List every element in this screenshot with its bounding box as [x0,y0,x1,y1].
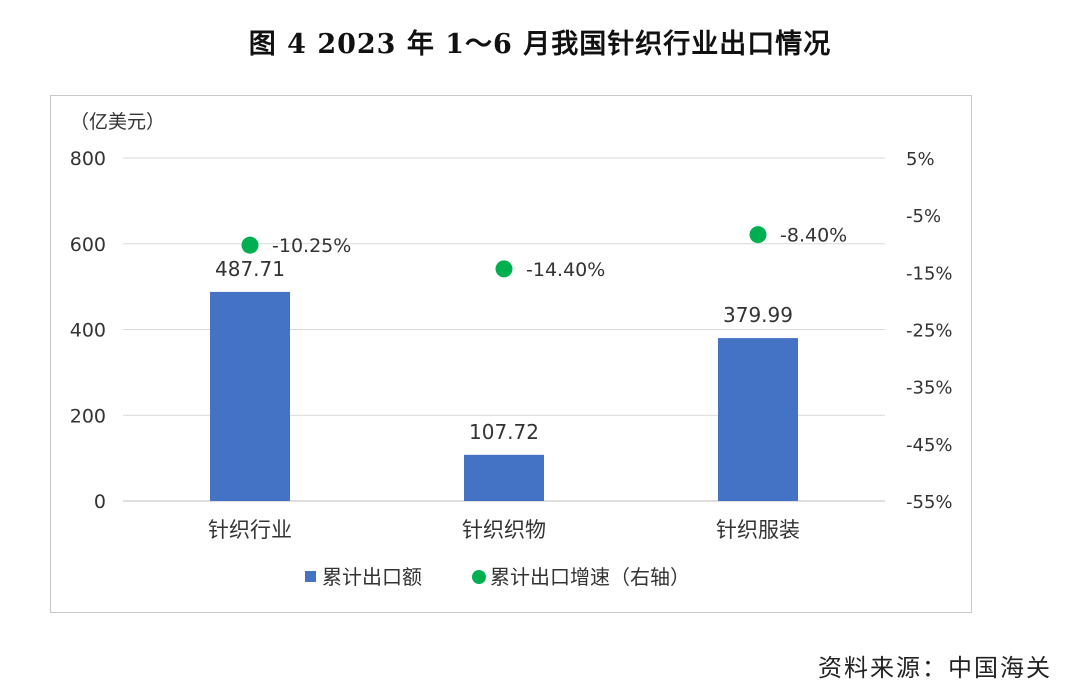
right-axis-tick-label: -35% [906,378,953,399]
bar [718,338,798,501]
legend-point-label: 累计出口增速（右轴） [490,565,690,589]
left-axis-tick-label: 200 [70,405,106,427]
left-axis-tick-label: 800 [70,148,106,170]
legend-bar-label: 累计出口额 [322,565,422,589]
category-labels: 针织行业 针织织物 针织服装 [208,518,800,542]
growth-point [749,226,767,244]
chart-title: 图 4 2023 年 1～6 月我国针织行业出口情况 [248,29,832,60]
left-axis-unit-label: （亿美元） [70,111,165,133]
bar-series [210,291,798,501]
legend-point-swatch [472,570,486,584]
left-axis-tick-label: 600 [70,234,106,256]
legend-bar-swatch [305,571,316,582]
growth-data-label: -8.40% [780,225,847,247]
category-label: 针织织物 [462,518,546,542]
legend: 累计出口额 累计出口增速（右轴） [305,565,690,589]
growth-point [495,260,513,278]
bar-data-label: 379.99 [723,303,793,327]
right-axis-tick-label: -25% [906,321,953,342]
right-axis-tick-label: 5% [906,149,935,170]
right-axis-tick-label: -45% [906,435,953,456]
source-note: 资料来源：中国海关 [818,654,1052,682]
bar-data-label: 107.72 [469,420,539,444]
growth-series [241,226,767,278]
growth-data-label: -10.25% [272,235,351,257]
bar [464,454,544,501]
left-axis-tick-label: 400 [70,320,106,342]
right-axis-tick-label: -5% [906,206,941,227]
bar-data-labels: 487.71 107.72 379.99 [215,257,793,444]
category-label: 针织服装 [716,518,800,542]
growth-data-label: -14.40% [526,259,605,281]
right-axis-ticks: -55% -45% -35% -25% -15% -5% 5% [906,149,953,513]
growth-data-labels: -10.25% -14.40% -8.40% [272,225,847,281]
right-axis-tick-label: -15% [906,263,953,284]
left-axis-ticks: 0 200 400 600 800 [70,148,106,513]
right-axis-tick-label: -55% [906,492,953,513]
bar [210,291,290,501]
chart-panel [50,95,972,613]
growth-point [241,236,259,254]
bar-data-label: 487.71 [215,257,285,281]
left-axis-tick-label: 0 [94,491,106,513]
category-label: 针织行业 [208,518,292,542]
